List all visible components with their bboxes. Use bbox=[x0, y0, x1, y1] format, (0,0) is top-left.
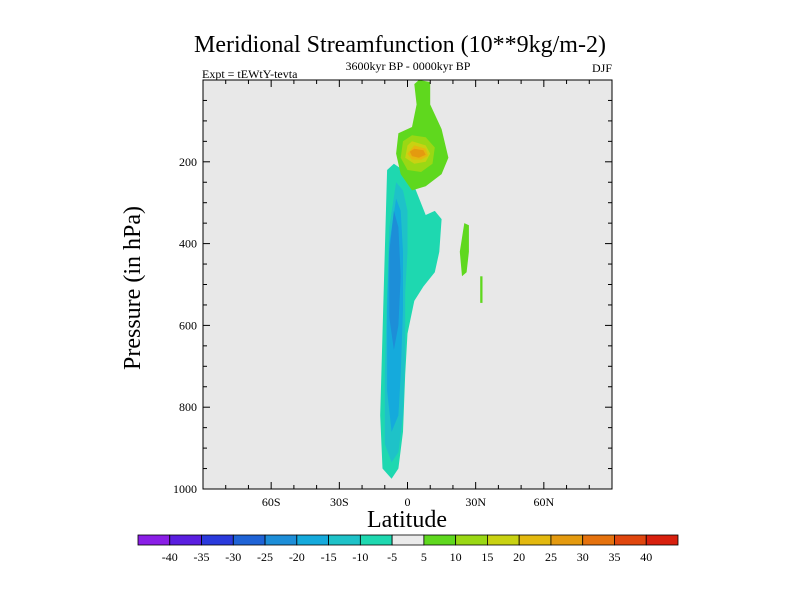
chart-title: Meridional Streamfunction (10**9kg/m-2) bbox=[194, 32, 606, 58]
y-tick-label: 600 bbox=[179, 318, 197, 332]
colorbar-swatch bbox=[614, 534, 647, 546]
colorbar-swatch bbox=[645, 534, 679, 546]
colorbar-label: -5 bbox=[387, 550, 397, 564]
colorbar-swatch bbox=[169, 534, 202, 546]
y-tick-label: 400 bbox=[179, 237, 197, 251]
contour-region-pos5-5 bbox=[459, 223, 469, 277]
colorbar-label: 10 bbox=[450, 550, 462, 564]
colorbar-label: -35 bbox=[194, 550, 210, 564]
x-tick-label: 30S bbox=[330, 495, 349, 509]
y-tick-label: 800 bbox=[179, 400, 197, 414]
x-tick-label: 30N bbox=[465, 495, 486, 509]
colorbar-swatch bbox=[296, 534, 329, 546]
y-axis: 200 400 600 800 1000 bbox=[173, 79, 612, 496]
colorbar-swatch bbox=[518, 534, 552, 546]
colorbar-swatch bbox=[550, 534, 584, 546]
colorbar-swatch bbox=[455, 534, 488, 546]
contour-region-pos25-10 bbox=[409, 148, 426, 158]
colorbar-label: 20 bbox=[513, 550, 525, 564]
contour-region-pos5-6 bbox=[480, 276, 483, 303]
period-label: 3600kyr BP - 0000kyr BP bbox=[346, 59, 471, 73]
colorbar-label: -40 bbox=[162, 550, 178, 564]
colorbar-label: 35 bbox=[608, 550, 620, 564]
x-tick-label: 60S bbox=[262, 495, 281, 509]
x-tick-label: 0 bbox=[405, 495, 411, 509]
x-axis-label: Latitude bbox=[367, 507, 447, 533]
colorbar-swatch bbox=[264, 534, 298, 546]
colorbar-label: 5 bbox=[421, 550, 427, 564]
colorbar-label: 40 bbox=[640, 550, 652, 564]
colorbar: -40 -35 -30 -25 -20 -15 -10 -5 5 10 15 20 25 30 35 40 bbox=[137, 534, 679, 564]
colorbar-label: -10 bbox=[352, 550, 368, 564]
x-axis: 60S 30S 0 30N 60N bbox=[202, 80, 613, 509]
colorbar-swatch bbox=[137, 534, 171, 546]
colorbar-swatch bbox=[359, 534, 393, 546]
colorbar-swatch bbox=[328, 534, 361, 546]
colorbar-swatch bbox=[487, 534, 520, 546]
colorbar-label: -20 bbox=[289, 550, 305, 564]
colorbar-swatch bbox=[201, 534, 234, 546]
colorbar-label: -30 bbox=[225, 550, 241, 564]
colorbar-swatch bbox=[232, 534, 266, 546]
contour-layer bbox=[380, 80, 483, 479]
colorbar-label: 15 bbox=[481, 550, 493, 564]
y-axis-label: Pressure (in hPa) bbox=[120, 206, 146, 370]
colorbar-label: -15 bbox=[321, 550, 337, 564]
y-tick-label: 200 bbox=[179, 155, 197, 169]
contour-region-neg20-3 bbox=[389, 210, 401, 350]
y-tick-label: 1000 bbox=[173, 482, 197, 496]
colorbar-swatch bbox=[391, 534, 425, 546]
colorbar-swatch bbox=[582, 534, 615, 546]
season-label: DJF bbox=[592, 61, 612, 75]
colorbar-label: -25 bbox=[257, 550, 273, 564]
colorbar-swatch bbox=[423, 534, 457, 546]
colorbar-label: 25 bbox=[545, 550, 557, 564]
colorbar-label: 30 bbox=[577, 550, 589, 564]
x-tick-label: 60N bbox=[533, 495, 554, 509]
experiment-label: Expt = tEWtY-tevta bbox=[202, 67, 298, 81]
